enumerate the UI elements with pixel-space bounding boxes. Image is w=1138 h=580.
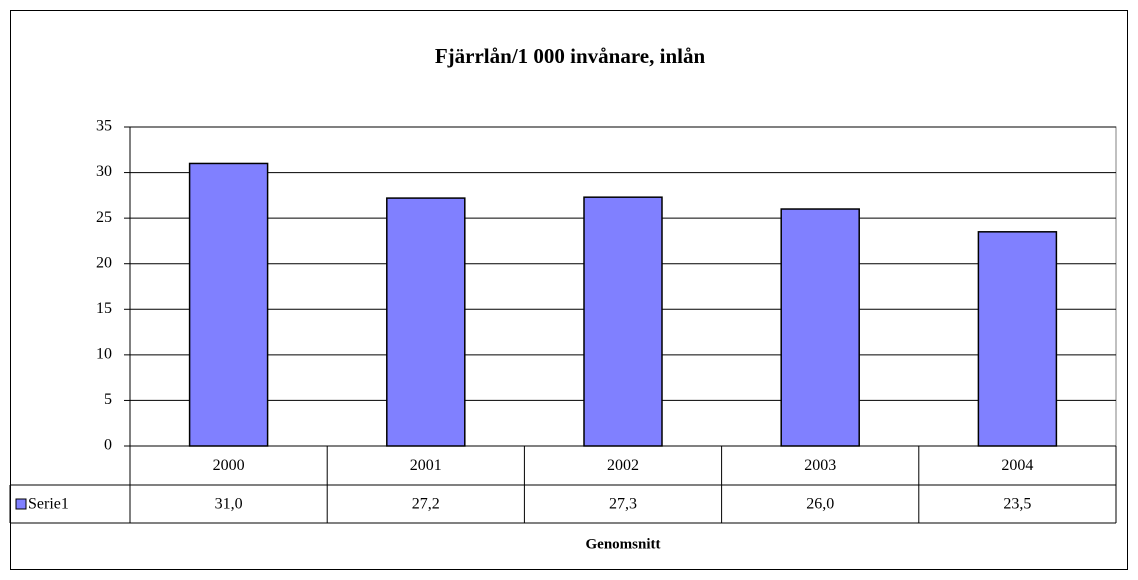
y-tick-label: 10 <box>96 346 112 363</box>
x-axis-label: Genomsnitt <box>586 536 661 552</box>
x-tick-label: 2001 <box>410 457 442 474</box>
y-tick-label: 35 <box>96 118 112 135</box>
legend-swatch <box>15 498 27 510</box>
legend-label: Serie1 <box>28 496 69 513</box>
x-tick-label: 2004 <box>1001 457 1033 474</box>
y-tick-label: 25 <box>96 209 112 226</box>
y-tick-label: 0 <box>104 437 112 454</box>
y-tick-label: 30 <box>96 163 112 180</box>
data-table-value: 26,0 <box>806 496 834 513</box>
y-tick-label: 20 <box>96 254 112 271</box>
x-tick-label: 2002 <box>607 457 639 474</box>
x-tick-label: 2000 <box>213 457 245 474</box>
bar <box>583 196 663 447</box>
data-table-value: 27,2 <box>412 496 440 513</box>
x-tick-label: 2003 <box>804 457 836 474</box>
data-table-value: 23,5 <box>1003 496 1031 513</box>
bar <box>188 162 269 447</box>
bar <box>386 197 466 447</box>
bar <box>977 231 1058 447</box>
y-tick-label: 15 <box>96 300 112 317</box>
data-table-value: 31,0 <box>215 496 243 513</box>
y-tick-label: 5 <box>104 391 112 408</box>
chart-title: Fjärrlån/1 000 invånare, inlån <box>435 44 706 68</box>
bar <box>780 208 860 447</box>
data-table-value: 27,3 <box>609 496 637 513</box>
